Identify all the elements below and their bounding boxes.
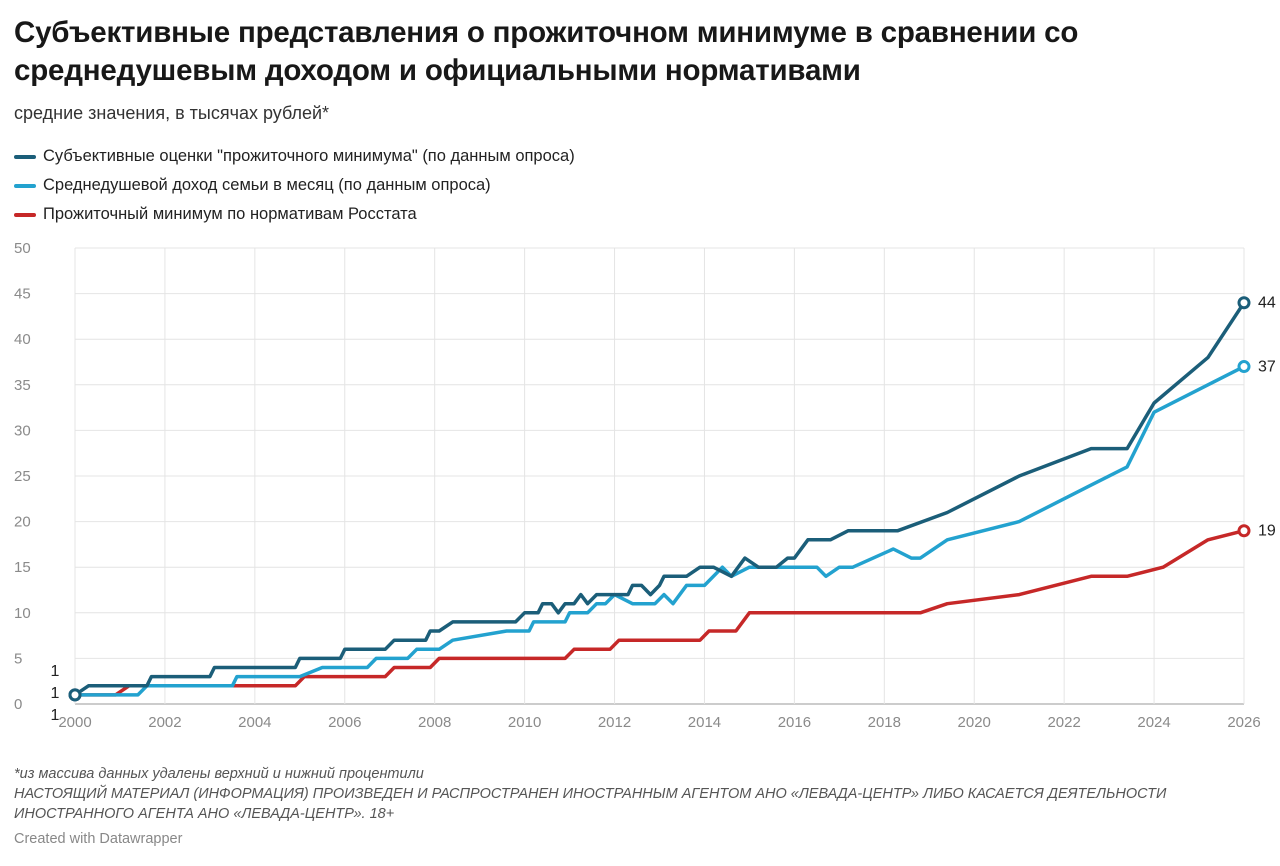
- x-tick-label-2018: 2018: [868, 714, 901, 731]
- x-tick-label-2002: 2002: [148, 714, 181, 731]
- x-tick-label-2004: 2004: [238, 714, 271, 731]
- x-tick-label-2022: 2022: [1047, 714, 1080, 731]
- x-tick-label-2008: 2008: [418, 714, 451, 731]
- y-tick-label-35: 35: [14, 377, 31, 394]
- series-line-subjective: [73, 300, 1246, 697]
- x-tick-label-2016: 2016: [778, 714, 811, 731]
- legend-item-income: Среднедушевой доход семьи в месяц (по да…: [14, 171, 575, 200]
- legend-swatch-subjective: [14, 154, 36, 159]
- start-value-label-rosstat: 1: [51, 707, 60, 724]
- end-value-label-rosstat: 19: [1258, 523, 1276, 540]
- legend-label-income: Среднедушевой доход семьи в месяц (по да…: [43, 176, 491, 194]
- x-tick-label-2000: 2000: [58, 714, 91, 731]
- credit-line: Created with Datawrapper: [14, 831, 183, 847]
- end-marker-subjective: [1237, 296, 1251, 310]
- x-tick-label-2020: 2020: [958, 714, 991, 731]
- x-tick-label-2006: 2006: [328, 714, 361, 731]
- x-tick-label-2014: 2014: [688, 714, 721, 731]
- chart-subtitle: средние значения, в тысячах рублей*: [14, 103, 330, 123]
- legend-swatch-rosstat: [14, 212, 36, 217]
- footnote-percentiles: *из массива данных удалены верхний и ниж…: [14, 766, 424, 782]
- line-chart: 0 5 10 15 20 25 30 35 40 45 50 2000 2002 2004 2006 2008…: [14, 240, 1276, 731]
- y-tick-label-25: 25: [14, 468, 31, 485]
- y-tick-label-15: 15: [14, 559, 31, 576]
- y-tick-label-0: 0: [14, 696, 22, 713]
- footnote-foreign-agent: НАСТОЯЩИЙ МАТЕРИАЛ (ИНФОРМАЦИЯ) ПРОИЗВЕД…: [14, 786, 1167, 822]
- start-value-label-subjective: 1: [51, 663, 60, 680]
- footnotes: *из массива данных удалены верхний и ниж…: [14, 764, 1244, 824]
- legend-swatch-income: [14, 183, 36, 188]
- x-tick-label-2024: 2024: [1137, 714, 1170, 731]
- legend-item-rosstat: Прожиточный минимум по нормативам Росста…: [14, 200, 575, 229]
- x-tick-label-2012: 2012: [598, 714, 631, 731]
- start-marker-subjective: [68, 688, 82, 702]
- end-value-label-subjective: 44: [1258, 295, 1276, 312]
- chart-title: Субъективные представления о прожиточном…: [14, 16, 1079, 87]
- start-value-label-income: 1: [51, 685, 60, 702]
- end-marker-rosstat: [1237, 524, 1251, 538]
- end-value-label-income: 37: [1258, 359, 1276, 376]
- series-line-income: [73, 364, 1246, 697]
- y-tick-label-30: 30: [14, 422, 31, 439]
- end-marker-income: [1237, 360, 1251, 374]
- y-tick-label-50: 50: [14, 240, 31, 257]
- x-tick-label-2010: 2010: [508, 714, 541, 731]
- y-tick-label-45: 45: [14, 286, 31, 303]
- legend-label-subjective: Субъективные оценки "прожиточного миниму…: [43, 147, 575, 165]
- legend-item-subjective: Субъективные оценки "прожиточного миниму…: [14, 142, 575, 171]
- x-tick-label-2026: 2026: [1227, 714, 1260, 731]
- y-tick-label-40: 40: [14, 331, 31, 348]
- y-tick-label-20: 20: [14, 514, 31, 531]
- legend-label-rosstat: Прожиточный минимум по нормативам Росста…: [43, 205, 417, 223]
- y-tick-label-5: 5: [14, 650, 22, 667]
- legend: Субъективные оценки "прожиточного миниму…: [14, 142, 575, 229]
- y-tick-label-10: 10: [14, 605, 31, 622]
